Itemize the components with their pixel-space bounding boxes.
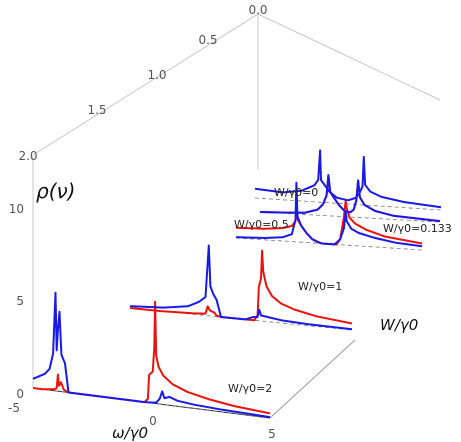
depth-tick-0.5: 0.5 [198,33,217,47]
slice-label-w2: W/γ0=2 [228,382,272,395]
box-edge-top-depth [32,13,259,156]
slice-label-w0: W/γ0=0 [274,186,318,199]
x-tick-5: 5 [268,427,276,441]
x-tick-0: 0 [149,414,157,428]
box-edge-back-top [257,13,441,101]
depth-tick-1.0: 1.0 [147,68,166,82]
depth-axis-line [269,339,356,419]
slice-baseline [259,211,441,223]
depth-axis-title: W/γ0 [380,316,418,334]
slice-label-w0.133: W/γ0=0.133 [383,222,452,235]
x-tick--5: -5 [8,401,20,415]
slice-label-w0.5: W/γ0=0.5 [234,218,289,231]
x-axis-title: ω/γ0 [112,424,148,442]
depth-tick-1.5: 1.5 [87,103,106,117]
curve-layer [32,149,442,419]
depth-tick-0.0: 0.0 [248,3,267,17]
curve-blue-w0.5 [235,181,423,248]
z-tick-0: 0 [16,387,24,401]
z-axis-title: ρ(ν) [36,179,75,203]
z-tick-5: 5 [16,294,24,308]
slice-baseline [254,197,442,211]
slice-label-w1: W/γ0=1 [298,280,342,293]
depth-tick-2.0: 2.0 [18,149,37,163]
curve-blue-w0.133 [259,174,441,223]
z-tick-10: 10 [9,202,24,216]
curve-blue-w2 [32,291,271,419]
curve-red-w2 [32,300,271,415]
curve-blue-w1 [129,244,353,331]
curve-blue-w0 [254,149,442,209]
